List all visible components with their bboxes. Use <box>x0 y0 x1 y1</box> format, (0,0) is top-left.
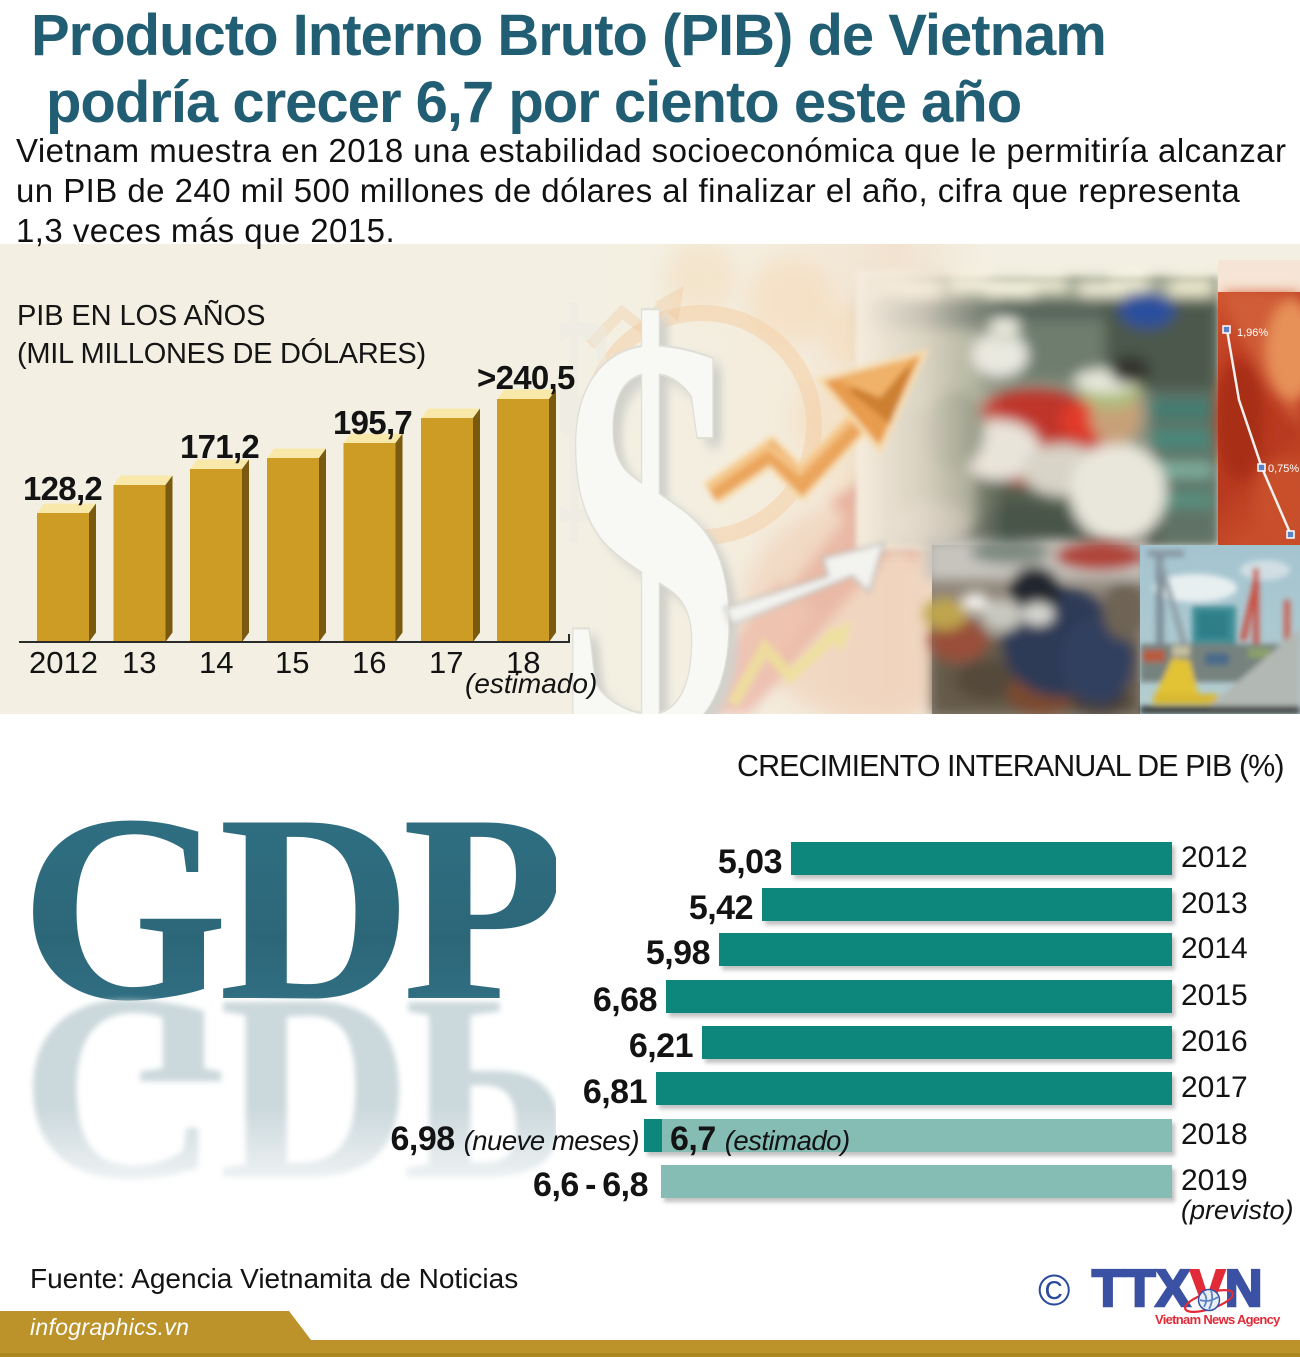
svg-text:1,96%: 1,96% <box>1237 327 1268 339</box>
svg-text:0,75%: 0,75% <box>1268 463 1299 475</box>
svg-text:$: $ <box>560 253 620 585</box>
